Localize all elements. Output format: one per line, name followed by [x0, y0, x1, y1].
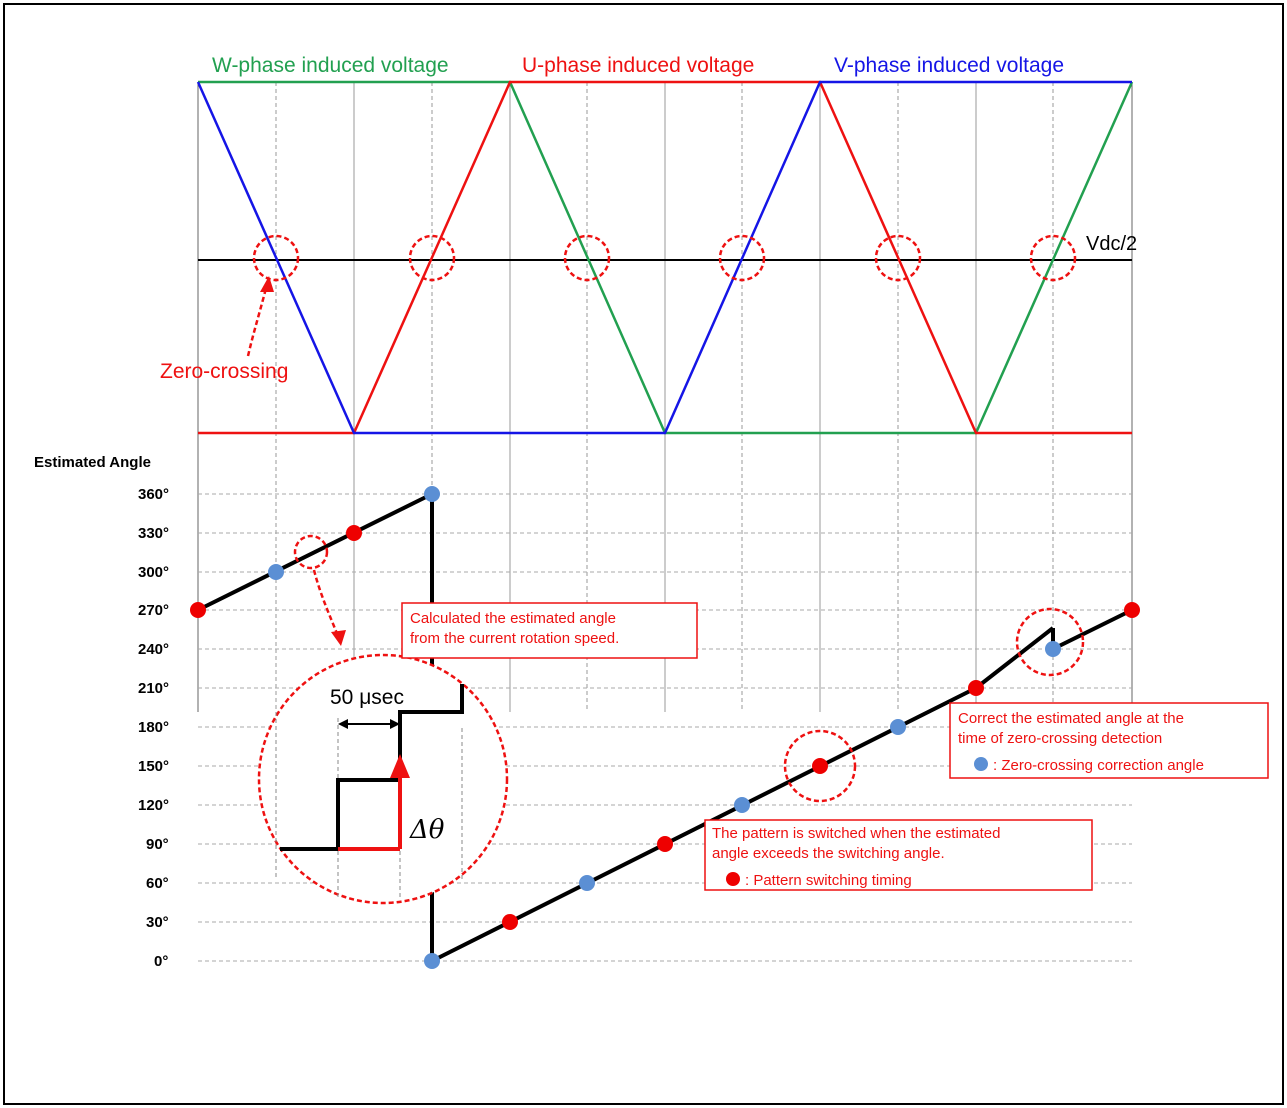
v-phase-label: V-phase induced voltage — [834, 54, 1064, 77]
correction-dot — [268, 564, 284, 580]
diagram-frame — [3, 3, 1284, 1105]
angle-tick: 360° — [138, 486, 169, 503]
correction-highlight-circle — [1015, 607, 1085, 677]
angle-tick: 90° — [146, 836, 169, 853]
angle-tick: 210° — [138, 680, 169, 697]
correct-line-2: time of zero-crossing detection — [958, 730, 1162, 747]
zero-crossing-marker — [718, 234, 766, 282]
step-arrow-left — [338, 719, 348, 729]
calculated-callout: Calculated the estimated angle from the … — [401, 602, 698, 659]
angle-tick: 300° — [138, 564, 169, 581]
angle-tick: 60° — [146, 875, 169, 892]
zoom-source-circle — [293, 534, 329, 570]
angle-tick: 0° — [154, 953, 168, 970]
delta-arrow-head — [390, 754, 410, 778]
pattern-dot — [502, 914, 518, 930]
angle-axis-ticks: 360° 330° 300° 270° 240° 210° 180° 150° … — [138, 486, 169, 970]
zero-crossing-marker — [408, 234, 456, 282]
angle-tick: 30° — [146, 914, 169, 931]
angle-tick: 180° — [138, 719, 169, 736]
pattern-line-2: angle exceeds the switching angle. — [712, 845, 945, 862]
zoom-arrow — [312, 569, 346, 646]
zero-crossing-label: Zero-crossing — [160, 360, 288, 383]
angle-tick: 150° — [138, 758, 169, 775]
correction-dot — [579, 875, 595, 891]
correction-dot — [424, 486, 440, 502]
pattern-dot — [346, 525, 362, 541]
zero-crossing-arrow — [246, 276, 274, 357]
v-phase-waveform — [196, 80, 1132, 435]
u-phase-label: U-phase induced voltage — [522, 54, 754, 77]
zero-crossing-marker — [1029, 234, 1077, 282]
zero-crossing-marker — [874, 234, 922, 282]
delta-theta-label: Δθ — [409, 815, 445, 845]
pattern-dot — [190, 602, 206, 618]
pattern-line-1: The pattern is switched when the estimat… — [712, 825, 1001, 842]
angle-tick: 270° — [138, 602, 169, 619]
correction-dot — [424, 953, 440, 969]
angle-tick: 330° — [138, 525, 169, 542]
pattern-dot — [657, 836, 673, 852]
correct-line-1: Correct the estimated angle at the — [958, 710, 1184, 727]
pattern-highlight-circle — [783, 729, 857, 803]
correction-dot — [734, 797, 750, 813]
zero-crossing-markers — [252, 234, 1077, 282]
correction-legend-label: : Zero-crossing correction angle — [993, 757, 1204, 774]
angle-axis-title: Estimated Angle — [34, 454, 151, 471]
zero-crossing-marker — [563, 234, 611, 282]
angle-tick: 120° — [138, 797, 169, 814]
correction-dot — [1045, 641, 1061, 657]
pattern-callout: The pattern is switched when the estimat… — [704, 819, 1093, 891]
step-arrow-right — [390, 719, 400, 729]
pattern-dot — [968, 680, 984, 696]
correction-dots — [268, 486, 1061, 969]
zero-crossing-marker — [252, 234, 300, 282]
zoom-detail: 50 μsec Δθ — [257, 653, 509, 905]
u-phase-waveform — [198, 80, 1132, 435]
correction-dot — [890, 719, 906, 735]
pattern-dots — [190, 525, 1140, 930]
pattern-legend-label: : Pattern switching timing — [745, 872, 912, 889]
w-phase-label: W-phase induced voltage — [212, 54, 449, 77]
step-label: 50 μsec — [330, 686, 404, 709]
pattern-legend-dot — [726, 872, 740, 886]
vdc-label: Vdc/2 — [1086, 233, 1137, 255]
pattern-dot — [812, 758, 828, 774]
correction-legend-dot — [974, 757, 988, 771]
pattern-dot — [1124, 602, 1140, 618]
calculated-line-1: Calculated the estimated angle — [410, 610, 616, 627]
angle-tick: 240° — [138, 641, 169, 658]
correct-callout: Correct the estimated angle at the time … — [949, 702, 1269, 779]
calculated-line-2: from the current rotation speed. — [410, 630, 619, 647]
